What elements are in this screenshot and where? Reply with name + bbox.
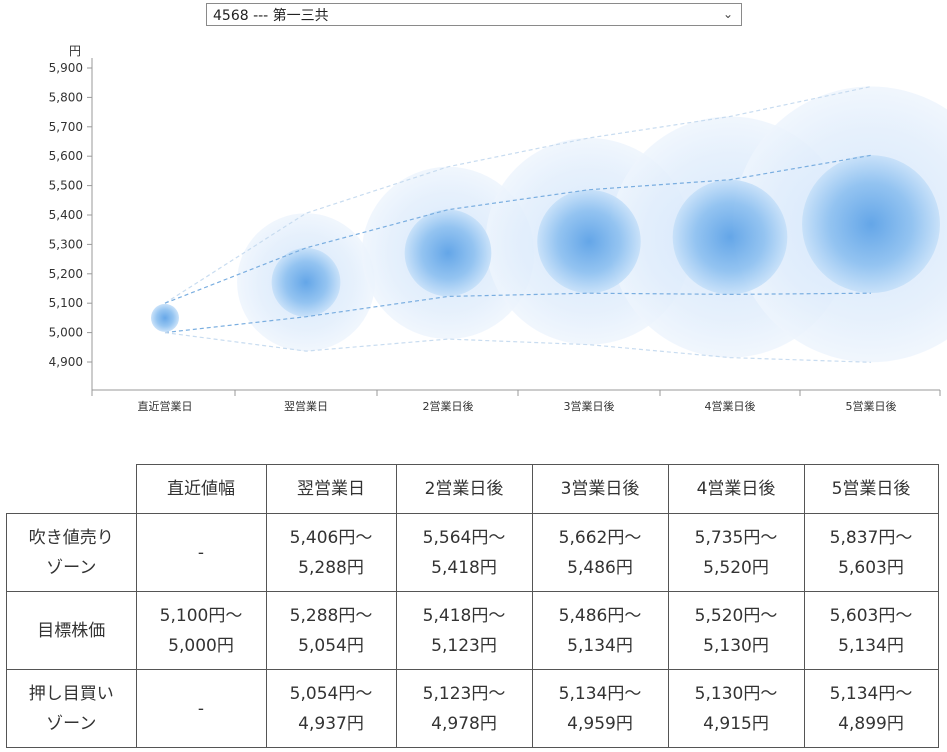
y-tick-label: 5,200 xyxy=(49,267,83,281)
target-range-bubble xyxy=(802,155,940,294)
table-cell: 5,134円～ 4,959円 xyxy=(531,669,669,748)
table-header-row: 直近値幅 翌営業日 2営業日後 3営業日後 4営業日後 5営業日後 xyxy=(6,464,939,514)
table-cell: - xyxy=(135,669,267,748)
y-tick-label: 5,800 xyxy=(49,90,83,104)
table-cell: 5,662円～ 5,486円 xyxy=(531,513,669,592)
target-range-bubble xyxy=(404,209,492,297)
x-tick-label: 2営業日後 xyxy=(423,399,474,413)
table-header-cell: 3営業日後 xyxy=(531,464,669,514)
row-label: 吹き値売り ゾーン xyxy=(6,513,137,592)
y-axis-unit-label: 円 xyxy=(69,44,81,58)
y-tick-label: 5,100 xyxy=(49,296,83,310)
table-header-cell: 直近値幅 xyxy=(135,464,267,514)
y-tick-label: 5,700 xyxy=(49,120,83,134)
table-cell: 5,130円～ 4,915円 xyxy=(667,669,805,748)
table-header-cell: 翌営業日 xyxy=(265,464,397,514)
table-cell: 5,100円～ 5,000円 xyxy=(135,591,267,670)
table-row-sell-zone: 吹き値売り ゾーン - 5,406円～ 5,288円 5,564円～ 5,418円 5… xyxy=(6,513,939,592)
x-tick-label: 3営業日後 xyxy=(564,399,615,413)
y-tick-label: 5,500 xyxy=(49,179,83,193)
row-label: 押し目買い ゾーン xyxy=(6,669,137,748)
target-range-bubble xyxy=(271,247,341,317)
table-header-cell: 5営業日後 xyxy=(803,464,939,514)
table-cell: 5,603円～ 5,134円 xyxy=(803,591,939,670)
series-line xyxy=(164,292,872,334)
table-cell: 5,564円～ 5,418円 xyxy=(395,513,533,592)
table-cell: 5,837円～ 5,603円 xyxy=(803,513,939,592)
table-cell: 5,486円～ 5,134円 xyxy=(531,591,669,670)
table-cell: 5,123円～ 4,978円 xyxy=(395,669,533,748)
table-cell: 5,054円～ 4,937円 xyxy=(265,669,397,748)
series-line xyxy=(164,85,872,304)
table-header-cell: 4営業日後 xyxy=(667,464,805,514)
x-tick-label: 直近営業日 xyxy=(138,399,193,413)
price-forecast-chart: 円 5,900 5,800 5,700 5,600 5,500 5,400 5,300 5,2… xyxy=(49,44,947,413)
table-cell: 5,735円～ 5,520円 xyxy=(667,513,805,592)
table-cell: 5,418円～ 5,123円 xyxy=(395,591,533,670)
y-tick-label: 5,900 xyxy=(49,61,83,75)
stock-selector-value: 4568 --- 第一三共 xyxy=(213,7,329,24)
x-tick-label: 翌営業日 xyxy=(284,399,328,413)
stock-selector[interactable]: 4568 --- 第一三共 ⌄ xyxy=(206,3,742,26)
target-range-bubble xyxy=(537,189,641,294)
series-line xyxy=(164,154,872,304)
y-tick-label: 5,400 xyxy=(49,208,83,222)
target-range-bubble xyxy=(672,179,788,295)
y-tick-label: 5,600 xyxy=(49,149,83,163)
target-range-bubble xyxy=(151,303,179,332)
table-header-cell: 2営業日後 xyxy=(395,464,533,514)
row-label: 目標株価 xyxy=(6,591,137,670)
series-line xyxy=(164,332,872,363)
x-tick-label: 5営業日後 xyxy=(846,399,897,413)
table-cell: 5,288円～ 5,054円 xyxy=(265,591,397,670)
y-tick-label: 5,300 xyxy=(49,237,83,251)
table-row-target-price: 目標株価 5,100円～ 5,000円 5,288円～ 5,054円 5,418円～… xyxy=(6,591,939,670)
table-row-buy-zone: 押し目買い ゾーン - 5,054円～ 4,937円 5,123円～ 4,978円 5… xyxy=(6,669,939,748)
y-tick-label: 4,900 xyxy=(49,355,83,369)
x-tick-label: 4営業日後 xyxy=(705,399,756,413)
table-cell: 5,520円～ 5,130円 xyxy=(667,591,805,670)
table-corner xyxy=(6,464,137,514)
table-cell: 5,134円～ 4,899円 xyxy=(803,669,939,748)
table-cell: - xyxy=(135,513,267,592)
forecast-table: 直近値幅 翌営業日 2営業日後 3営業日後 4営業日後 5営業日後 吹き値売りゾ… xyxy=(6,464,939,748)
table-cell: 5,406円～ 5,288円 xyxy=(265,513,397,592)
chevron-down-icon: ⌄ xyxy=(722,7,733,21)
y-tick-label: 5,000 xyxy=(49,326,83,340)
